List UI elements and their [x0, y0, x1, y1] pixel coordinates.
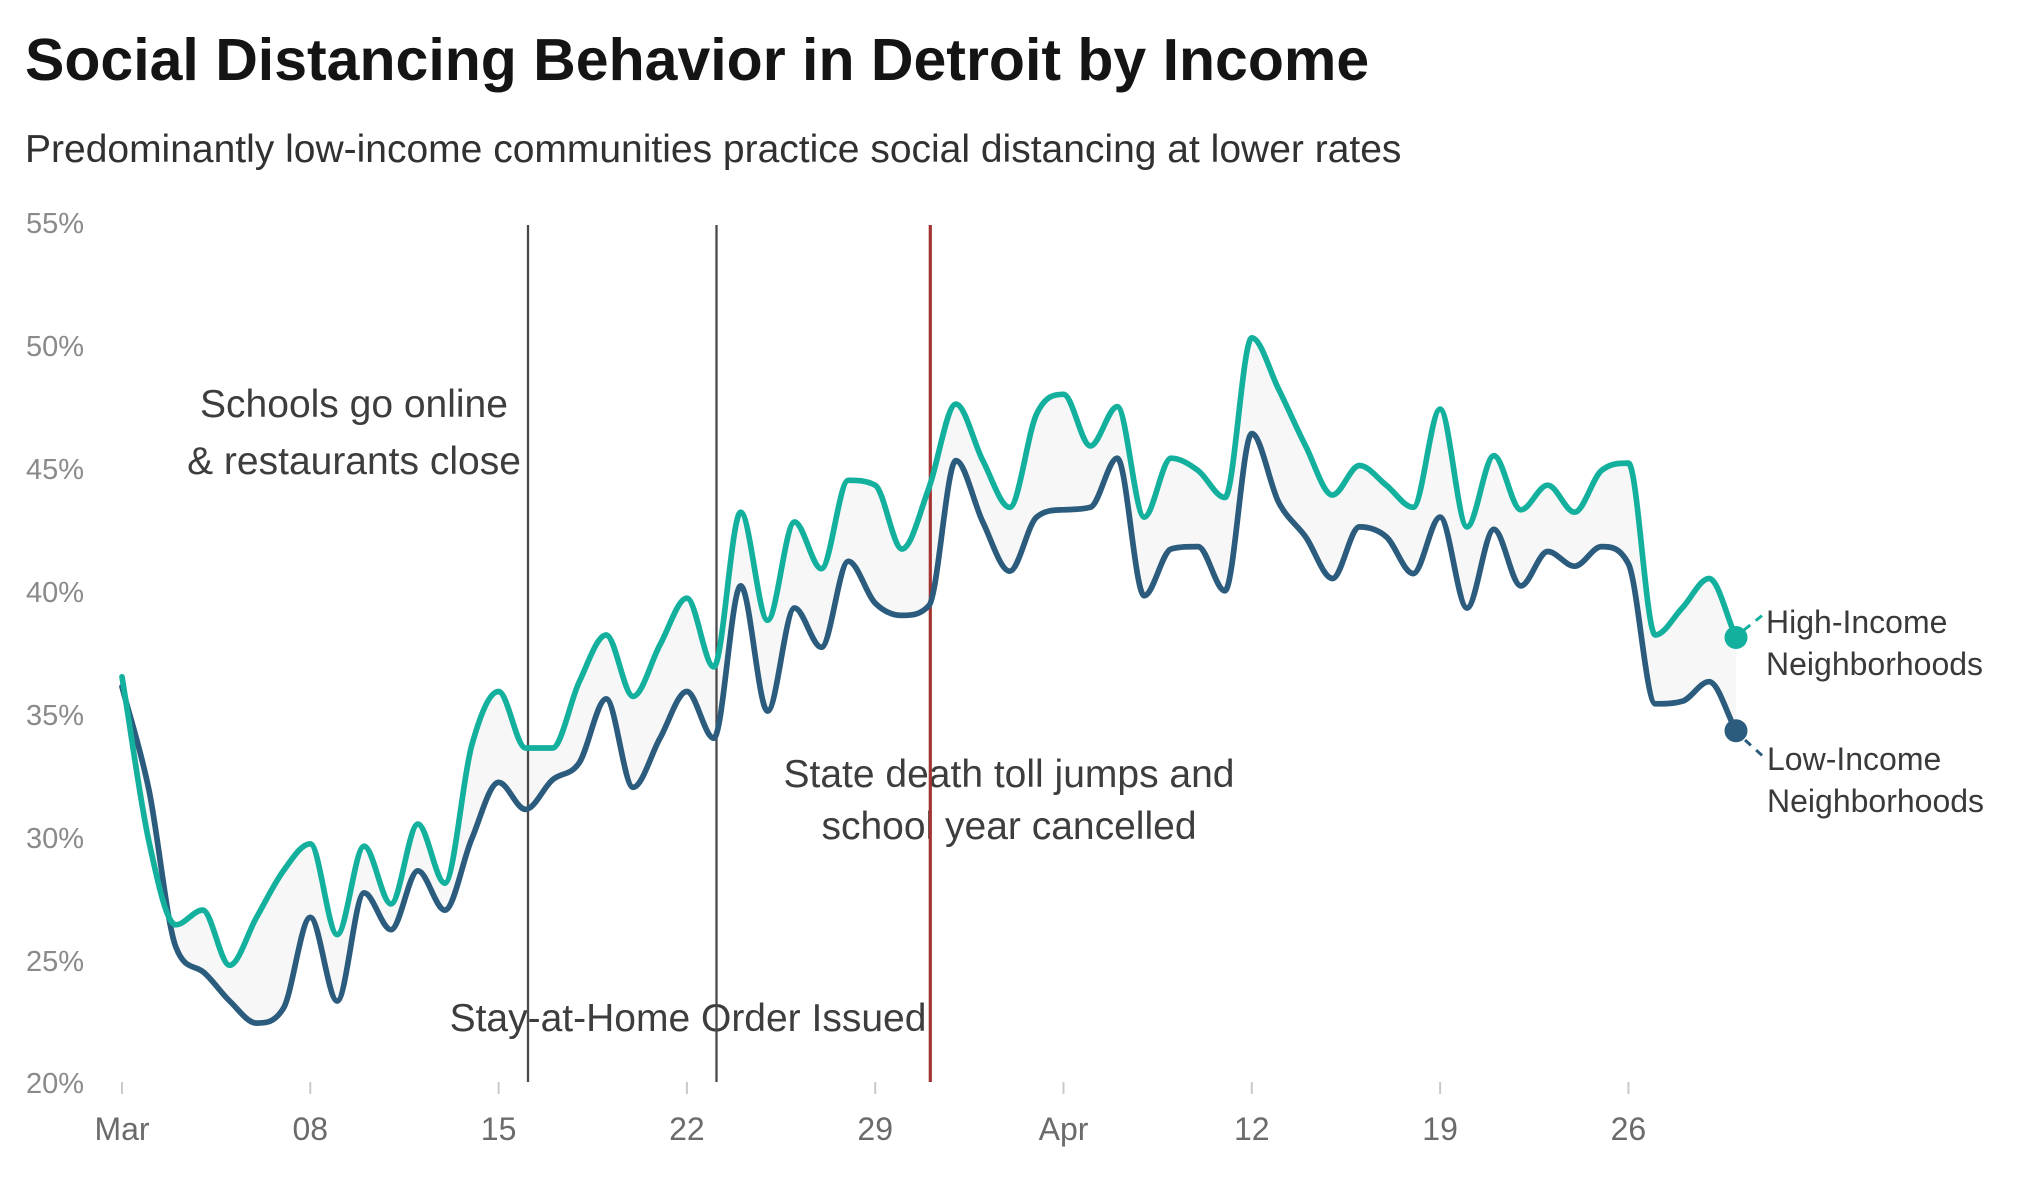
svg-text:35%: 35% — [26, 700, 84, 732]
svg-text:& restaurants close: & restaurants close — [187, 440, 521, 483]
svg-text:55%: 55% — [26, 208, 84, 240]
svg-text:Predominantly low-income commu: Predominantly low-income communities pra… — [25, 128, 1401, 171]
svg-text:40%: 40% — [26, 577, 84, 609]
svg-text:22: 22 — [669, 1111, 705, 1147]
svg-text:Mar: Mar — [94, 1111, 149, 1147]
svg-text:High-Income: High-Income — [1766, 604, 1947, 640]
svg-text:Neighborhoods: Neighborhoods — [1767, 783, 1984, 819]
svg-text:school year cancelled: school year cancelled — [821, 805, 1196, 848]
svg-text:25%: 25% — [26, 946, 84, 978]
svg-text:Social Distancing Behavior in: Social Distancing Behavior in Detroit by… — [25, 27, 1369, 93]
svg-text:Stay-at-Home Order Issued: Stay-at-Home Order Issued — [450, 997, 927, 1040]
svg-text:50%: 50% — [26, 331, 84, 363]
svg-text:26: 26 — [1611, 1111, 1647, 1147]
svg-text:Neighborhoods: Neighborhoods — [1766, 646, 1983, 682]
svg-text:45%: 45% — [26, 454, 84, 486]
svg-text:Apr: Apr — [1039, 1111, 1089, 1147]
svg-text:Low-Income: Low-Income — [1767, 741, 1941, 777]
svg-text:Schools go online: Schools go online — [200, 383, 508, 426]
svg-text:29: 29 — [857, 1111, 893, 1147]
svg-text:19: 19 — [1422, 1111, 1458, 1147]
svg-text:20%: 20% — [26, 1068, 84, 1100]
svg-text:30%: 30% — [26, 823, 84, 855]
svg-text:State death toll jumps and: State death toll jumps and — [784, 753, 1235, 796]
svg-text:15: 15 — [481, 1111, 517, 1147]
svg-text:12: 12 — [1234, 1111, 1270, 1147]
svg-text:08: 08 — [293, 1111, 329, 1147]
